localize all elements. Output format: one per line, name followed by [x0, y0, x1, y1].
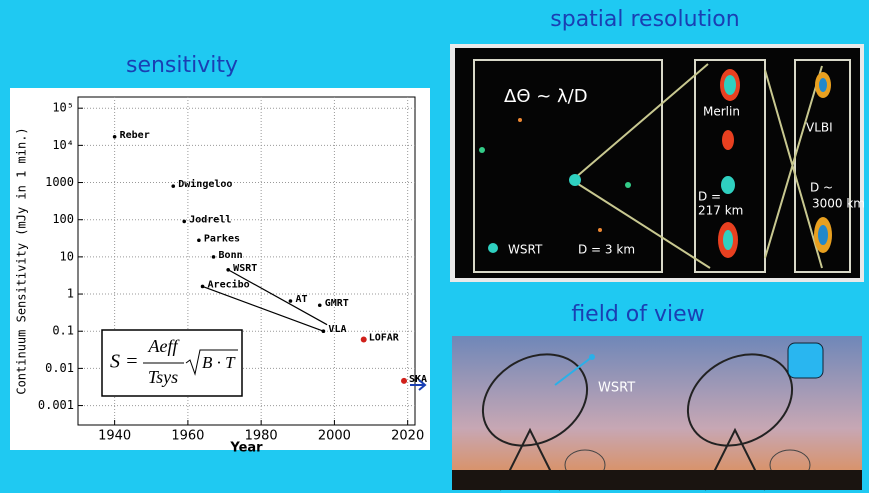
x-axis-label: Year — [229, 441, 263, 456]
section-title: field of view — [571, 302, 704, 327]
point — [318, 303, 322, 307]
section-title: spatial resolution — [550, 7, 739, 32]
label: WSRT — [598, 381, 635, 396]
x-tick-label: 2000 — [318, 429, 351, 444]
point-label: Parkes — [204, 233, 240, 244]
point-label: Arecibo — [208, 278, 250, 290]
point-label: WSRT — [233, 263, 257, 274]
formula-box: S = Aeff Tsys B · T — [102, 330, 242, 396]
point — [182, 220, 186, 224]
point — [113, 135, 117, 139]
point-label: Reber — [120, 130, 150, 141]
y-tick-label: 0.1 — [52, 324, 74, 338]
label: D = 3 km — [578, 243, 635, 257]
label: D = — [698, 190, 721, 204]
formula-lhs: S = — [110, 351, 139, 373]
y-tick-label: 0.001 — [38, 398, 74, 412]
slide: sensitivity spatial resolution field of … — [0, 0, 869, 493]
y-axis-label: Continuum Sensitivity (mJy in 1 min.) — [15, 127, 29, 394]
x-tick-label: 1940 — [98, 429, 131, 444]
point — [226, 268, 230, 272]
formula-numerator: Aeff — [148, 336, 181, 356]
x-tick-label: 1960 — [171, 429, 204, 444]
beam-spot — [589, 354, 595, 360]
y-tick-label: 10⁵ — [52, 101, 74, 115]
point — [361, 336, 367, 342]
fov-image: WSRT — [452, 336, 862, 490]
y-tick-label: 1000 — [45, 175, 74, 189]
point — [401, 378, 407, 384]
beam-spot-large — [788, 343, 823, 378]
label: 3000 km — [812, 197, 865, 211]
relation: ΔΘ ~ λ/D — [504, 86, 588, 107]
point-label: VLA — [328, 324, 346, 335]
point — [289, 299, 293, 303]
section-title: sensitivity — [126, 53, 238, 78]
point — [201, 285, 205, 289]
ground — [452, 470, 862, 490]
x-tick-label: 2020 — [391, 429, 424, 444]
label: VLBI — [806, 121, 833, 135]
y-tick-label: 10 — [60, 249, 74, 263]
y-tick-label: 100 — [52, 212, 74, 226]
label: WSRT — [508, 243, 543, 257]
point — [322, 329, 326, 333]
point-label: LOFAR — [369, 332, 400, 343]
point-label: AT — [295, 294, 307, 305]
y-tick-label: 0.01 — [45, 361, 74, 375]
point-label: Dwingeloo — [178, 178, 232, 190]
y-tick-label: 1 — [67, 287, 74, 301]
resolution-image: ΔΘ ~ λ/D WSRT D = 3 km Merlin D = 217 km… — [450, 44, 865, 282]
label: 217 km — [698, 204, 743, 218]
point-label: GMRT — [325, 298, 349, 309]
point — [171, 184, 175, 188]
point — [197, 238, 201, 242]
formula-denominator: Tsys — [148, 367, 178, 387]
point-label: Jodrell — [189, 214, 231, 225]
point — [212, 255, 216, 259]
formula-root: B · T — [202, 353, 236, 372]
label: D ~ — [810, 181, 833, 195]
y-tick-label: 10⁴ — [52, 138, 74, 152]
point-label: Bonn — [219, 250, 243, 261]
label: Merlin — [703, 105, 740, 119]
